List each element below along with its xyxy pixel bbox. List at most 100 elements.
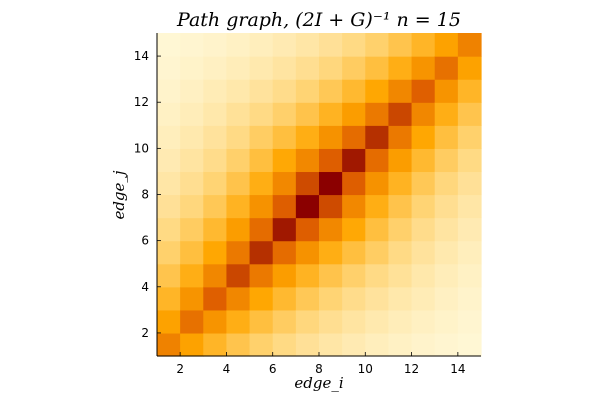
heatmap-cell xyxy=(203,217,228,242)
heatmap-cell xyxy=(249,240,274,265)
heatmap-cell xyxy=(365,33,390,57)
heatmap-cell xyxy=(434,79,459,103)
heatmap-cell xyxy=(457,332,482,357)
heatmap-cell xyxy=(411,33,436,57)
heatmap-cell xyxy=(203,263,228,288)
heatmap-cell xyxy=(434,171,459,196)
heatmap-cell xyxy=(365,217,390,242)
heatmap-cell xyxy=(180,171,204,196)
heatmap-cell xyxy=(434,217,459,242)
x-tick-label: 14 xyxy=(450,362,465,376)
heatmap-cell xyxy=(411,194,436,219)
heatmap-cell xyxy=(411,79,436,103)
heatmap-cell xyxy=(434,194,459,219)
heatmap-cell xyxy=(180,332,204,357)
heatmap-cell xyxy=(319,33,343,57)
heatmap-cell xyxy=(388,33,413,57)
heatmap-cell xyxy=(342,102,366,126)
heatmap-cell xyxy=(342,286,366,311)
heatmap-cell xyxy=(342,217,366,242)
heatmap-cell xyxy=(388,332,413,357)
heatmap-cell xyxy=(272,56,297,80)
heatmap-cell xyxy=(226,171,251,196)
heatmap-cell xyxy=(180,263,204,288)
heatmap-cell xyxy=(365,125,390,149)
heatmap-cell xyxy=(226,33,251,57)
heatmap-cell xyxy=(319,148,343,173)
heatmap-cell xyxy=(457,33,482,57)
y-tick-label: 6 xyxy=(141,234,149,248)
heatmap-cell xyxy=(388,125,413,149)
heatmap-cell xyxy=(226,56,251,80)
x-tick-label: 10 xyxy=(358,362,373,376)
heatmap-cell xyxy=(434,56,459,80)
heatmap-cell xyxy=(272,33,297,57)
heatmap-cell xyxy=(226,102,251,126)
heatmap-cell xyxy=(249,263,274,288)
heatmap-cell xyxy=(457,286,482,311)
heatmap-cell xyxy=(272,309,297,334)
heatmap-cell xyxy=(365,148,390,173)
heatmap-cell xyxy=(295,79,320,103)
heatmap-cell xyxy=(319,102,343,126)
heatmap-cell xyxy=(249,171,274,196)
heatmap-cell xyxy=(157,102,181,126)
heatmap-cell xyxy=(249,286,274,311)
x-tick-label: 4 xyxy=(223,362,231,376)
heatmap-cell xyxy=(226,217,251,242)
heatmap-cell xyxy=(388,56,413,80)
heatmap-cell xyxy=(226,194,251,219)
heatmap-cell xyxy=(203,148,228,173)
heatmap-cell xyxy=(203,240,228,265)
heatmap-cell xyxy=(388,102,413,126)
heatmap-cell xyxy=(457,79,482,103)
x-tick-label: 2 xyxy=(176,362,184,376)
heatmap-cell xyxy=(203,33,228,57)
heatmap-cell xyxy=(388,194,413,219)
heatmap-cell xyxy=(226,309,251,334)
heatmap-cell xyxy=(295,56,320,80)
heatmap-cell xyxy=(457,102,482,126)
heatmap-cell xyxy=(180,309,204,334)
heatmap-cell xyxy=(411,286,436,311)
heatmap-cell xyxy=(226,332,251,357)
heatmap-cell xyxy=(434,263,459,288)
heatmap-cell xyxy=(203,309,228,334)
heatmap-cell xyxy=(295,240,320,265)
heatmap-cell xyxy=(157,286,181,311)
x-tick-labels: 2 4 6 8 10 12 14 xyxy=(176,352,465,376)
heatmap-cell xyxy=(203,286,228,311)
heatmap-cell xyxy=(295,217,320,242)
heatmap-cell xyxy=(319,309,343,334)
heatmap-cell xyxy=(342,194,366,219)
heatmap-cell xyxy=(180,33,204,57)
heatmap-cell xyxy=(411,102,436,126)
heatmap-cell xyxy=(342,33,366,57)
heatmap-cell xyxy=(411,56,436,80)
heatmap-cell xyxy=(434,309,459,334)
heatmap-cell xyxy=(434,148,459,173)
heatmap-cell xyxy=(411,217,436,242)
heatmap-cell xyxy=(226,263,251,288)
heatmap-cell xyxy=(203,332,228,357)
heatmap-cell xyxy=(249,148,274,173)
heatmap-cell xyxy=(180,56,204,80)
heatmap-cell xyxy=(365,194,390,219)
heatmap-cell xyxy=(249,33,274,57)
heatmap-cell xyxy=(157,309,181,334)
heatmap-cell xyxy=(272,217,297,242)
heatmap-cell xyxy=(342,56,366,80)
heatmap-cell xyxy=(457,309,482,334)
heatmap-cell xyxy=(457,263,482,288)
heatmap-cell xyxy=(157,148,181,173)
heatmap-cell xyxy=(272,263,297,288)
heatmap-cell xyxy=(157,79,181,103)
heatmap-cell xyxy=(388,240,413,265)
heatmap-cell xyxy=(272,102,297,126)
heatmap-cell xyxy=(342,263,366,288)
heatmap-cell xyxy=(249,217,274,242)
heatmap-cell xyxy=(388,217,413,242)
heatmap-cell xyxy=(249,194,274,219)
heatmap-cell xyxy=(226,79,251,103)
